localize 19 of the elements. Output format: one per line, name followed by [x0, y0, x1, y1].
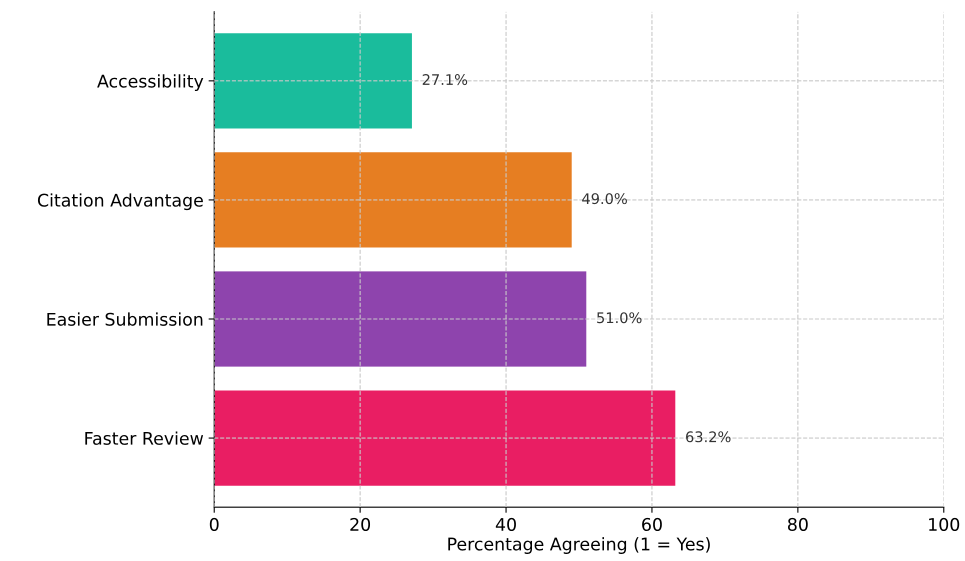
- x-tick-label: 20: [350, 518, 370, 531]
- data-label: 63.2%: [686, 431, 731, 442]
- bar: [214, 152, 572, 248]
- bar: [214, 390, 676, 486]
- bar: [214, 271, 586, 367]
- y-tick-label: Citation Advantage: [38, 193, 203, 210]
- x-tick-label: 0: [210, 518, 219, 531]
- x-tick-label: 80: [788, 518, 808, 531]
- x-tick-label: 60: [642, 518, 662, 531]
- x-tick-label: 40: [496, 518, 516, 531]
- y-tick-label: Accessibility: [97, 74, 204, 92]
- data-label: 51.0%: [597, 312, 642, 324]
- data-label: 27.1%: [422, 74, 468, 86]
- x-tick-label: 100: [929, 518, 960, 531]
- data-label: 49.0%: [582, 193, 627, 204]
- y-tick-label: Faster Review: [85, 431, 204, 445]
- bar: [214, 33, 412, 128]
- x-axis-title: Percentage Agreeing (1 = Yes): [448, 537, 710, 554]
- y-tick-label: Easier Submission: [47, 312, 202, 326]
